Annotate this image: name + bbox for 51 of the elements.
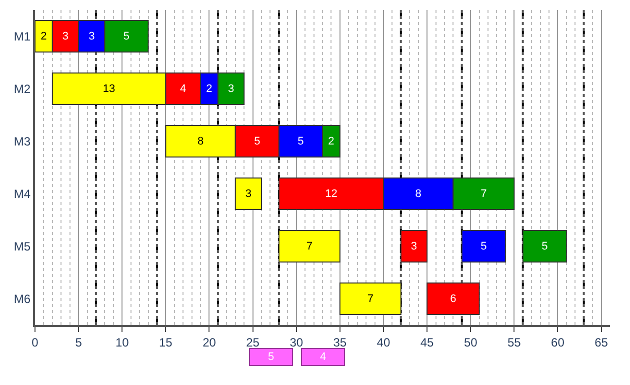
x-tick-label: 0 — [32, 335, 39, 350]
bar — [400, 230, 428, 262]
bar — [234, 178, 262, 210]
y-tick-label: M3 — [14, 134, 31, 148]
bar — [461, 230, 506, 262]
data-label: 7 — [480, 188, 487, 200]
text: 4 — [320, 351, 326, 363]
x-tick-label: 55 — [507, 335, 522, 350]
data-label: 5 — [254, 135, 260, 148]
x-tick-label: 25 — [246, 335, 260, 350]
x-tick-label: 15 — [159, 335, 173, 350]
data-label: 3 — [245, 188, 252, 200]
data-label: 7 — [306, 240, 312, 252]
x-tick-label: 35 — [333, 335, 347, 350]
data-label: 2 — [328, 135, 334, 148]
y-tick-label: M4 — [14, 186, 31, 201]
bar — [426, 282, 480, 315]
bar — [278, 230, 340, 262]
data-label: 3 — [410, 240, 418, 252]
x-tick-label: 65 — [594, 335, 608, 350]
x-tick-label: 50 — [464, 335, 478, 350]
data-label: 7 — [367, 292, 374, 305]
data-label: 3 — [62, 30, 69, 42]
x-tick-label: 60 — [551, 335, 565, 350]
data-label: 4 — [180, 82, 186, 95]
data-label: 3 — [228, 82, 234, 95]
x-tick-label: 40 — [376, 335, 390, 350]
bar — [522, 230, 567, 262]
x-tick-label: 30 — [290, 335, 304, 350]
data-label: 3 — [88, 30, 95, 42]
y-tick-label: M1 — [14, 29, 31, 44]
x-tick-label: 10 — [115, 335, 130, 350]
data-label: 2 — [206, 82, 212, 95]
y-tick-label: M5 — [14, 239, 31, 254]
data-label: 2 — [40, 30, 47, 42]
y-tick-label: M6 — [14, 292, 31, 306]
data-label: 13 — [102, 82, 116, 95]
data-label: 5 — [123, 30, 130, 42]
y-tick-label: M2 — [14, 82, 31, 96]
data-label: 5 — [542, 240, 548, 252]
data-label: 8 — [197, 135, 204, 148]
data-label: 5 — [480, 240, 487, 252]
x-tick-label: 5 — [75, 335, 82, 350]
x-tick-label: 20 — [202, 335, 216, 350]
x-tick-label: 45 — [420, 335, 434, 350]
data-label: 5 — [298, 135, 304, 148]
text: 5 — [268, 351, 274, 363]
data-label: 8 — [415, 188, 422, 200]
data-label: 6 — [450, 292, 456, 305]
bar — [339, 282, 402, 315]
data-label: 12 — [325, 188, 338, 200]
